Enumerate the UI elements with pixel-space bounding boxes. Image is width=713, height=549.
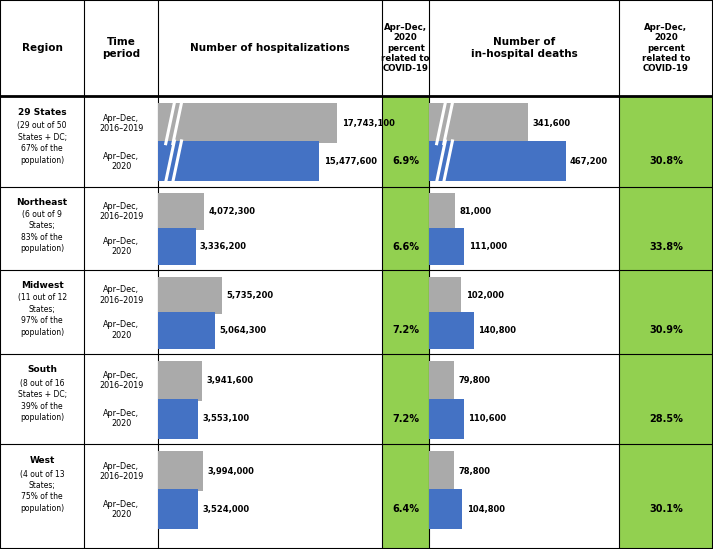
Text: Apr–Dec,
2016–2019: Apr–Dec, 2016–2019	[99, 202, 143, 221]
Text: 3,336,200: 3,336,200	[200, 242, 247, 251]
Text: 30.1%: 30.1%	[649, 505, 683, 514]
Bar	[158, 451, 203, 491]
Text: 3,524,000: 3,524,000	[202, 505, 249, 514]
Text: 6.6%: 6.6%	[392, 242, 419, 252]
Text: (8 out of 16
States + DC;
39% of the
population): (8 out of 16 States + DC; 39% of the pop…	[18, 379, 66, 422]
Text: Midwest: Midwest	[21, 281, 63, 290]
Text: Apr–Dec,
2020
percent
related to
COVID-19: Apr–Dec, 2020 percent related to COVID-1…	[642, 23, 690, 74]
Text: (29 out of 50
States + DC;
67% of the
population): (29 out of 50 States + DC; 67% of the po…	[17, 121, 67, 165]
Text: Apr–Dec,
2020: Apr–Dec, 2020	[103, 409, 139, 428]
Text: 5,064,300: 5,064,300	[220, 326, 267, 335]
Text: 30.8%: 30.8%	[649, 156, 683, 166]
Text: 467,200: 467,200	[570, 157, 608, 166]
Bar	[158, 228, 195, 265]
Text: Number of hospitalizations: Number of hospitalizations	[190, 43, 350, 53]
Text: (6 out of 9
States;
83% of the
population): (6 out of 9 States; 83% of the populatio…	[20, 210, 64, 254]
Bar	[0, 0, 713, 96]
Text: 6.4%: 6.4%	[392, 505, 419, 514]
Text: 102,000: 102,000	[466, 290, 504, 300]
Text: 78,800: 78,800	[458, 467, 491, 476]
Text: Apr–Dec,
2016–2019: Apr–Dec, 2016–2019	[99, 285, 143, 305]
Bar	[619, 0, 713, 549]
Text: Apr–Dec,
2016–2019: Apr–Dec, 2016–2019	[99, 462, 143, 481]
Bar	[429, 142, 566, 181]
Text: 6.9%: 6.9%	[392, 156, 419, 166]
Text: Apr–Dec,
2020
percent
related to
COVID-19: Apr–Dec, 2020 percent related to COVID-1…	[381, 23, 430, 74]
Bar	[158, 490, 198, 529]
Bar	[429, 361, 454, 401]
Text: 341,600: 341,600	[532, 119, 570, 128]
Text: 79,800: 79,800	[458, 376, 491, 385]
Bar	[429, 193, 455, 230]
Text: 7.2%: 7.2%	[392, 414, 419, 424]
Text: 4,072,300: 4,072,300	[208, 207, 255, 216]
Text: Northeast: Northeast	[16, 198, 68, 206]
Text: 17,743,100: 17,743,100	[342, 119, 394, 128]
Bar	[158, 142, 319, 181]
Text: Apr–Dec,
2016–2019: Apr–Dec, 2016–2019	[99, 114, 143, 133]
Text: West: West	[29, 456, 55, 465]
Text: 3,994,000: 3,994,000	[207, 467, 254, 476]
Bar	[429, 277, 461, 313]
Text: Apr–Dec,
2020: Apr–Dec, 2020	[103, 237, 139, 256]
Text: 15,477,600: 15,477,600	[324, 157, 376, 166]
Text: Time
period: Time period	[102, 37, 140, 59]
Text: 7.2%: 7.2%	[392, 325, 419, 335]
Text: 104,800: 104,800	[466, 505, 505, 514]
Text: 28.5%: 28.5%	[649, 414, 683, 424]
Text: 110,600: 110,600	[468, 414, 507, 423]
Bar	[158, 103, 337, 143]
Bar	[158, 399, 198, 439]
Bar	[158, 277, 222, 313]
Bar	[429, 490, 462, 529]
Bar	[158, 193, 204, 230]
Text: 140,800: 140,800	[478, 326, 516, 335]
Bar	[429, 312, 473, 349]
Bar	[429, 103, 528, 143]
Bar	[429, 399, 464, 439]
Text: 29 States: 29 States	[18, 108, 66, 117]
Text: 30.9%: 30.9%	[649, 325, 683, 335]
Text: Apr–Dec,
2016–2019: Apr–Dec, 2016–2019	[99, 371, 143, 390]
Bar	[158, 312, 215, 349]
Text: 3,941,600: 3,941,600	[207, 376, 254, 385]
Text: 5,735,200: 5,735,200	[227, 290, 274, 300]
Text: Apr–Dec,
2020: Apr–Dec, 2020	[103, 152, 139, 171]
Text: Number of
in-hospital deaths: Number of in-hospital deaths	[471, 37, 578, 59]
Text: 81,000: 81,000	[459, 207, 491, 216]
Bar	[382, 0, 429, 549]
Bar	[429, 228, 464, 265]
Text: South: South	[27, 365, 57, 374]
Text: (4 out of 13
States;
75% of the
population): (4 out of 13 States; 75% of the populati…	[20, 469, 64, 513]
Text: Apr–Dec,
2020: Apr–Dec, 2020	[103, 321, 139, 340]
Text: Apr–Dec,
2020: Apr–Dec, 2020	[103, 500, 139, 519]
Bar	[429, 451, 454, 491]
Bar	[158, 361, 202, 401]
Text: (11 out of 12
States;
97% of the
population): (11 out of 12 States; 97% of the populat…	[18, 294, 66, 337]
Text: 3,553,100: 3,553,100	[202, 414, 250, 423]
Text: 111,000: 111,000	[468, 242, 507, 251]
Text: Region: Region	[21, 43, 63, 53]
Text: 33.8%: 33.8%	[649, 242, 683, 252]
